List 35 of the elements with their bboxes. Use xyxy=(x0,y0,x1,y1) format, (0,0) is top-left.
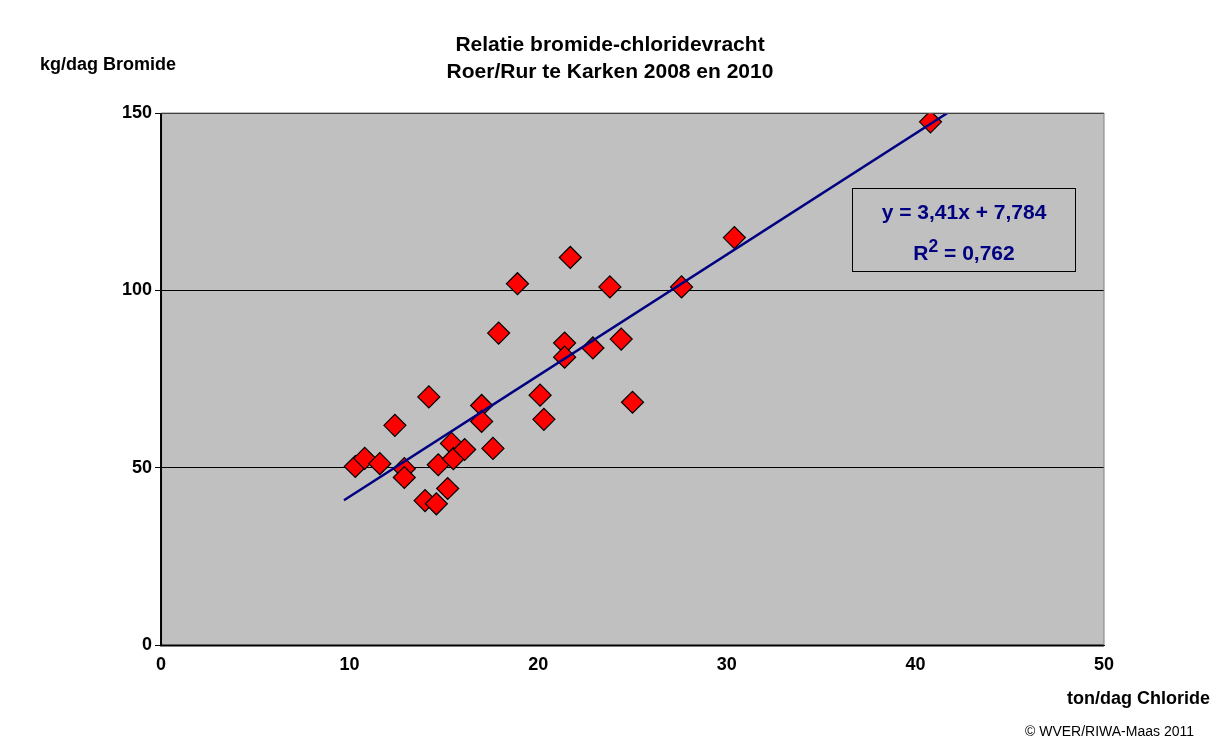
x-tick-label: 50 xyxy=(1093,654,1115,675)
point xyxy=(722,225,746,250)
point xyxy=(487,321,511,345)
x-tick-label: 0 xyxy=(156,654,167,675)
x-axis-title: ton/dag Chloride xyxy=(1067,688,1210,709)
point xyxy=(353,446,377,470)
y-tick-label: 100 xyxy=(121,279,153,300)
x-tick-label: 40 xyxy=(905,654,926,675)
y-tick-label: 50 xyxy=(132,456,153,477)
point xyxy=(392,465,416,490)
chart-title: Relatie bromide-chloridevracht Roer/Rur te Karken 2008 en 2010 xyxy=(445,31,775,84)
point xyxy=(528,383,552,407)
x-tick-label: 30 xyxy=(716,654,737,675)
point xyxy=(481,436,505,461)
point xyxy=(609,327,633,351)
point xyxy=(505,272,530,296)
point xyxy=(368,452,392,476)
point xyxy=(417,385,441,409)
y-tick-label: 150 xyxy=(121,101,153,122)
point xyxy=(598,275,622,299)
text: © WVER/RIWA-Maas 2011 xyxy=(1024,723,1194,739)
point xyxy=(436,476,460,501)
point xyxy=(383,413,407,437)
y-tick-label: 0 xyxy=(142,634,153,655)
point xyxy=(470,409,494,434)
point xyxy=(453,437,477,462)
point xyxy=(558,245,582,270)
x-tick-label: 20 xyxy=(528,654,549,675)
x-tick-label: 10 xyxy=(339,654,360,675)
y-axis-title: kg/dag Bromide xyxy=(40,54,177,75)
point xyxy=(620,390,645,414)
point xyxy=(532,407,556,431)
annotation: y = 3,41x + 7,784 R$^{2}$ = 0,762 xyxy=(852,188,1076,272)
point xyxy=(426,453,450,477)
point xyxy=(424,492,448,516)
